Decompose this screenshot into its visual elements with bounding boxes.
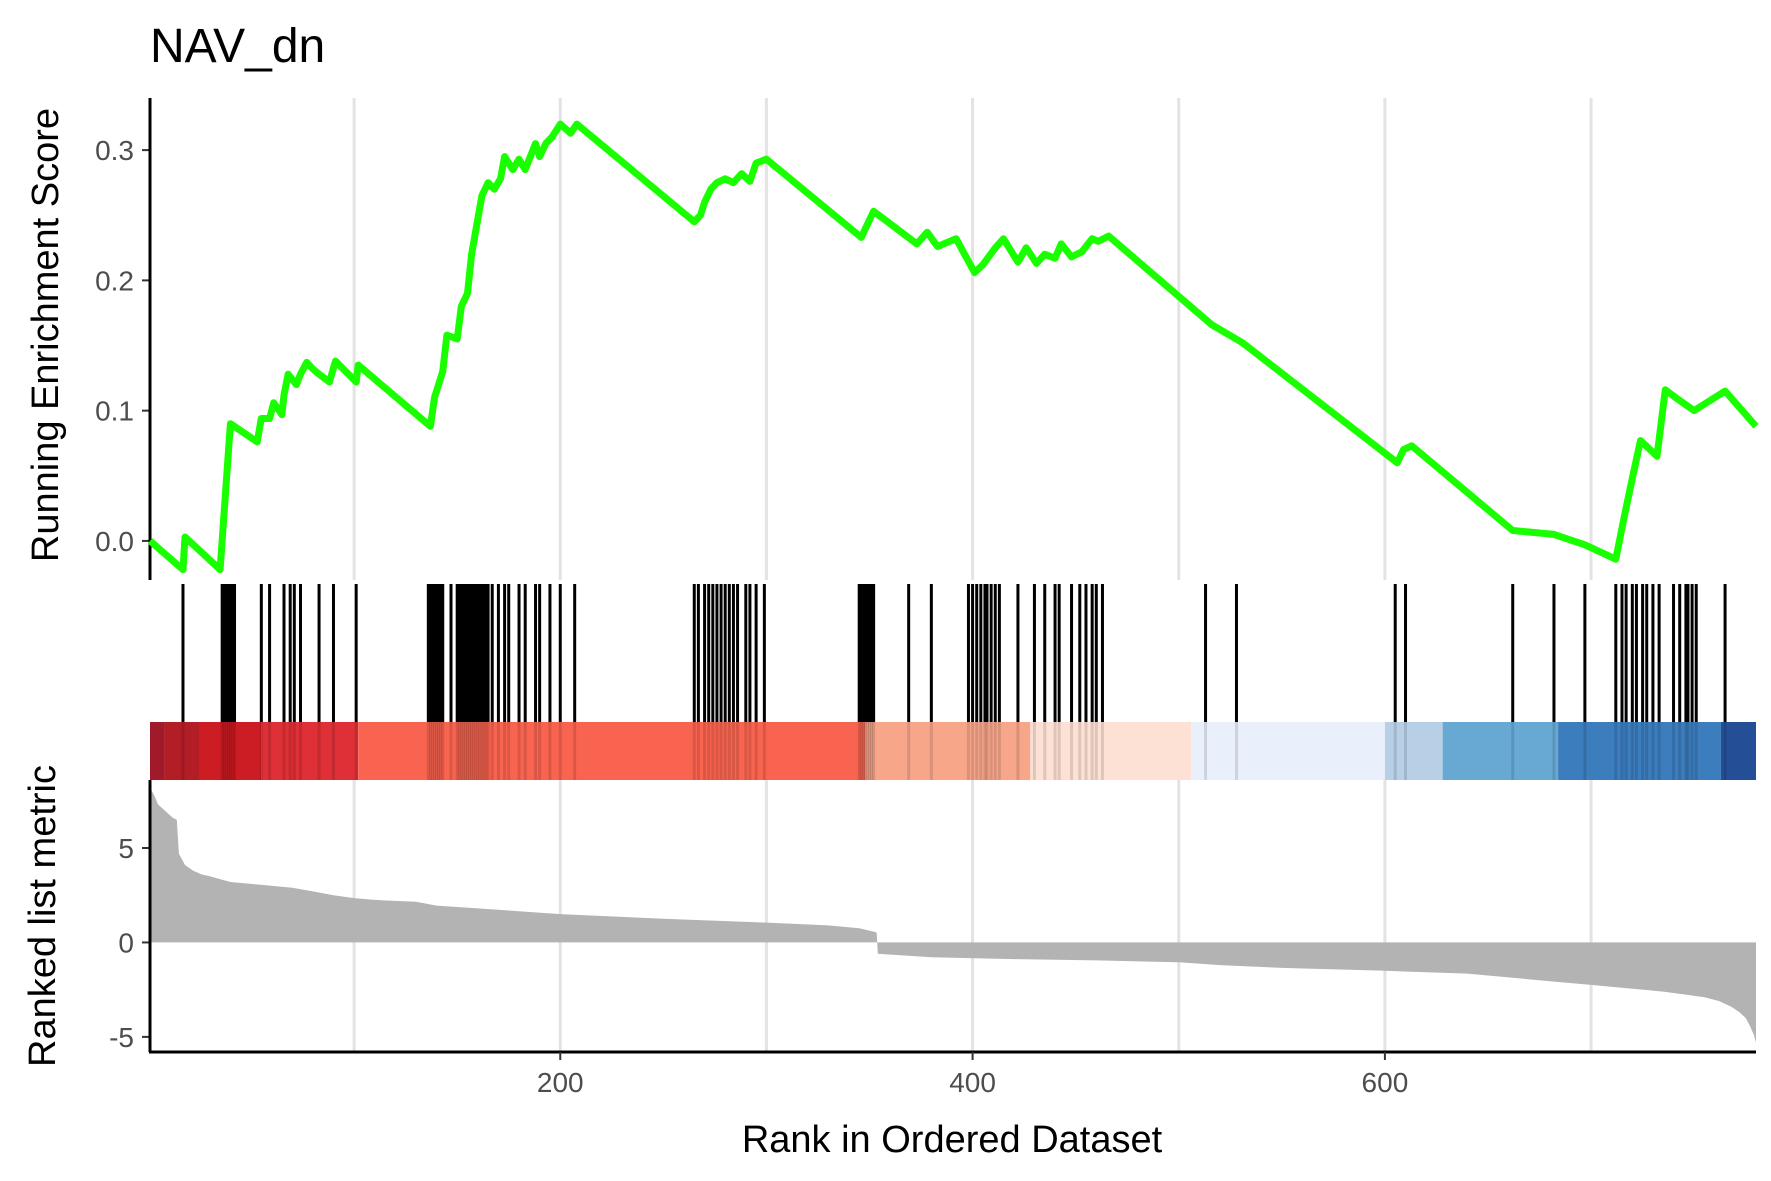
es-y-tick-label: 0.2 xyxy=(95,265,134,296)
x-axis-title: Rank in Ordered Dataset xyxy=(742,1119,1163,1161)
colorbar-segment xyxy=(164,722,200,780)
es-y-tick-label: 0.3 xyxy=(95,135,134,166)
colorbar-segment xyxy=(358,722,866,780)
colorbar-segment xyxy=(1191,722,1385,780)
metric-y-tick-label: 0 xyxy=(118,927,134,958)
ranked-metric-colorbar xyxy=(150,722,1756,780)
running-enrichment-line xyxy=(147,120,1759,574)
x-tick-label: 600 xyxy=(1362,1067,1409,1098)
colorbar-segment xyxy=(1030,722,1192,780)
colorbar-segment xyxy=(150,722,165,780)
es-y-ticks: 0.0 0.1 0.2 0.3 xyxy=(95,135,150,557)
colorbar-segment xyxy=(1442,722,1559,780)
colorbar-segment xyxy=(261,722,359,780)
hit-positions-rug xyxy=(181,584,1727,722)
metric-panel: 5 0 -5 200 400 600 Ranked list metric Rank i… xyxy=(22,765,1756,1161)
colorbar-segment xyxy=(1558,722,1721,780)
metric-y-axis-title: Ranked list metric xyxy=(22,765,64,1067)
es-y-axis-title: Running Enrichment Score xyxy=(25,108,67,562)
es-y-tick-label: 0.0 xyxy=(95,526,134,557)
ranked-metric-area xyxy=(150,787,1756,1043)
colorbar-segment xyxy=(199,722,262,780)
colorbar-segment xyxy=(865,722,1031,780)
metric-y-tick-label: 5 xyxy=(118,833,134,864)
x-tick-label: 200 xyxy=(537,1067,584,1098)
es-panel: 0.0 0.1 0.2 0.3 Running Enrichment Score xyxy=(25,98,1759,580)
es-y-tick-label: 0.1 xyxy=(95,396,134,427)
colorbar-segment xyxy=(1720,722,1756,780)
x-ticks: 200 400 600 xyxy=(537,1052,1408,1098)
metric-y-tick-label: -5 xyxy=(109,1022,134,1053)
metric-y-ticks: 5 0 -5 xyxy=(109,833,150,1053)
colorbar-segment xyxy=(1384,722,1443,780)
es-gridlines xyxy=(352,98,1593,580)
chart-title: NAV_dn xyxy=(150,20,325,73)
x-tick-label: 400 xyxy=(949,1067,996,1098)
